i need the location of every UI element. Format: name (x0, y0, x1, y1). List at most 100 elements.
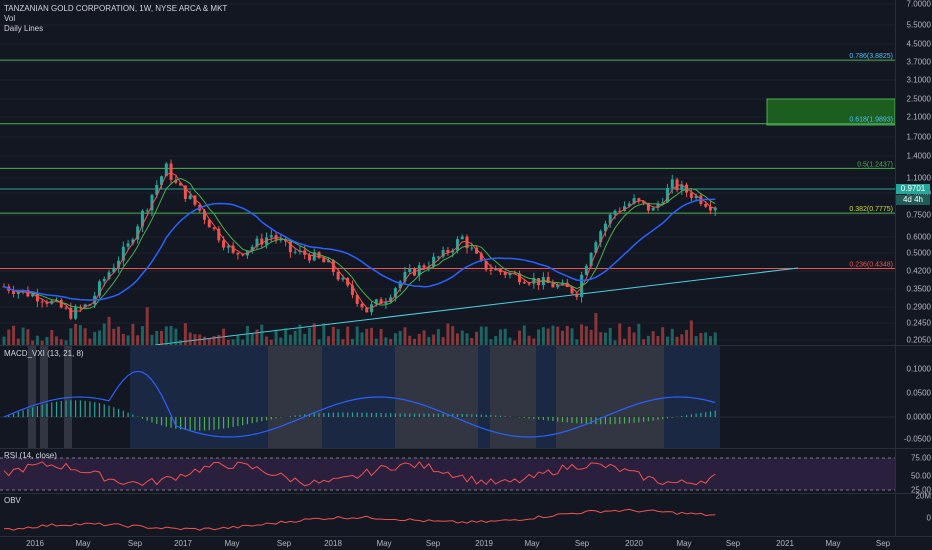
candle-body (432, 256, 436, 267)
candle-body (350, 285, 354, 295)
candle-body (241, 254, 245, 256)
candle-body (279, 239, 283, 241)
candle-body (217, 228, 221, 241)
candle-body (212, 227, 216, 229)
candle-body (317, 252, 321, 259)
volume-bar (408, 335, 412, 345)
volume-bar (236, 335, 240, 345)
candle-body (355, 294, 359, 304)
volume-bar (303, 333, 307, 345)
volume-bar (556, 326, 560, 345)
volume-bar (260, 324, 264, 345)
volume-bar (484, 326, 488, 345)
volume-bar (546, 328, 550, 345)
candle-body (16, 291, 20, 295)
volume-bar (594, 312, 598, 345)
rsi-chart[interactable] (0, 449, 895, 493)
candle-body (656, 203, 660, 208)
price-axis[interactable]: 7.0000 5.5000 4.5000 3.7000 3.1000 2.5000 2.10… (895, 0, 932, 345)
price-tick-label: 2.1000 (906, 112, 931, 122)
candle-body (164, 163, 168, 177)
volume-bar (661, 327, 665, 345)
volume-bar (508, 337, 512, 345)
candle-body (427, 266, 431, 268)
volume-bar (393, 333, 397, 345)
candle-body (560, 282, 564, 285)
signal-zone (28, 346, 36, 448)
time-axis-label: Sep (725, 539, 741, 548)
candle-body (121, 246, 125, 261)
rsi-axis[interactable]: 75.00 50.00 25.00 (895, 449, 932, 495)
volume-bar (417, 333, 421, 345)
candle-body (12, 290, 16, 295)
volume-bar (656, 335, 660, 345)
price-tick-label: 1.7000 (906, 132, 931, 142)
price-tick-label: 7.0000 (906, 0, 931, 9)
candle-body (680, 184, 684, 190)
macd-chart[interactable] (0, 346, 895, 448)
volume-bar (427, 336, 431, 345)
rsi-pane[interactable]: RSI (14, close) (0, 449, 895, 493)
volume-bar (699, 333, 703, 345)
macd-axis[interactable]: 0.1000 0.0500 0.0000 -0.0500 (895, 346, 932, 448)
volume-bar (584, 326, 588, 345)
candle-body (627, 203, 631, 207)
candle-body (207, 219, 211, 228)
time-axis-label: Sep (574, 539, 590, 548)
candle-body (389, 297, 393, 302)
volume-bar (522, 325, 526, 345)
price-tick-label: 0.7500 (906, 210, 931, 220)
volume-bar (532, 338, 536, 345)
macd-pane[interactable]: MACD_VXI (13, 21, 8) (0, 346, 895, 448)
candle-body (379, 299, 383, 304)
candle-body (145, 210, 149, 212)
obv-axis[interactable]: 20M 0 (895, 492, 932, 536)
volume-bar (637, 323, 641, 345)
price-pane[interactable]: 0.786(3.8825) 0.618(1.9893) 0.5(1.2437) 0.3… (0, 0, 895, 345)
candle-body (331, 260, 335, 272)
obv-tick-label: 0 (926, 513, 931, 523)
volume-bar (370, 327, 374, 345)
candle-body (78, 306, 82, 308)
candle-body (403, 272, 407, 282)
candle-body (408, 268, 412, 273)
volume-bar (241, 339, 245, 345)
macd-tick-label: 0.0000 (906, 412, 931, 422)
candle-body (59, 299, 63, 308)
candle-body (160, 176, 164, 186)
volume-bar (50, 330, 54, 345)
candle-body (651, 207, 655, 211)
time-axis[interactable]: 2016 May Sep 2017 May Sep 2018 May Sep 2019 May Sep… (0, 536, 932, 550)
volume-bar (293, 330, 297, 345)
volume-bar (498, 329, 502, 345)
volume-bar (374, 338, 378, 345)
candle-body (599, 231, 603, 243)
candle-body (556, 284, 560, 288)
daily-lines-label: Daily Lines (4, 24, 44, 33)
obv-chart[interactable] (0, 494, 895, 536)
countdown-badge: 4d 4h (896, 195, 930, 205)
volume-bar (608, 327, 612, 345)
candle-body (384, 301, 388, 304)
price-chart[interactable]: 0.786(3.8825) 0.618(1.9893) 0.5(1.2437) 0.3… (0, 0, 895, 345)
volume-bar (55, 336, 59, 345)
candle-body (479, 253, 483, 261)
signal-zone (536, 346, 556, 448)
candle-body (183, 185, 187, 199)
volume-bar (2, 336, 6, 345)
candle-body (546, 277, 550, 284)
volume-bar (155, 330, 159, 345)
candle-body (465, 236, 469, 249)
volume-bar (150, 334, 154, 345)
volume-bar (398, 331, 402, 345)
volume-bar (136, 335, 140, 345)
candle-body (107, 272, 111, 279)
price-tick-label: 0.3500 (906, 284, 931, 294)
candle-body (661, 202, 665, 204)
candle-body (307, 254, 311, 261)
candle-body (603, 223, 607, 232)
time-axis-label: 2017 (174, 539, 192, 548)
volume-bar (599, 332, 603, 345)
obv-pane[interactable]: OBV (0, 494, 895, 536)
volume-bar (694, 336, 698, 345)
